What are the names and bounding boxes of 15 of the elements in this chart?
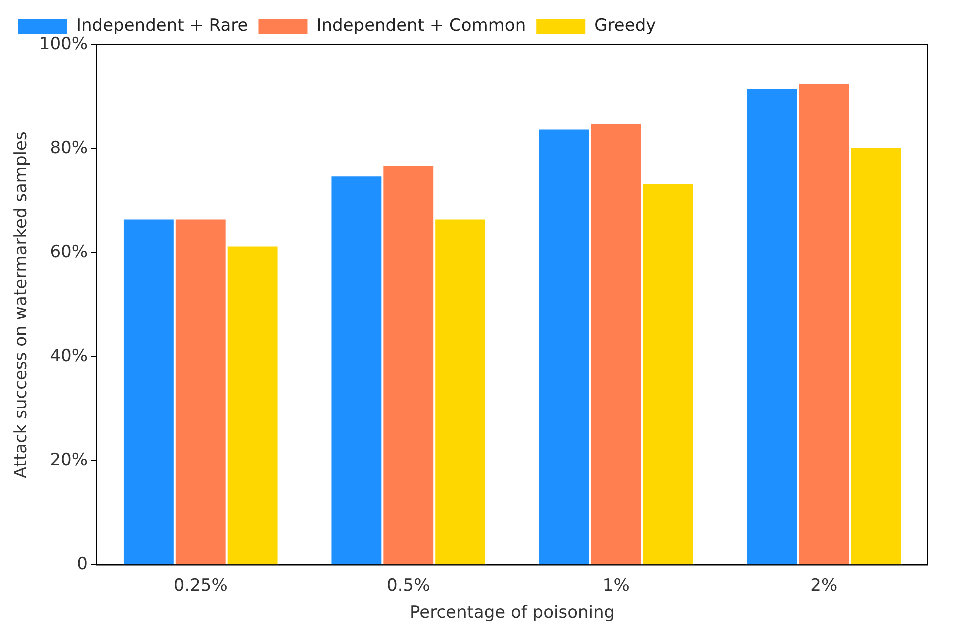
x-tick-label: 0.25% bbox=[174, 576, 228, 596]
legend-label: Independent + Common bbox=[316, 16, 526, 36]
x-axis-title: Percentage of poisoning bbox=[410, 603, 616, 624]
y-tick-label: 20% bbox=[50, 450, 88, 471]
legend-label: Independent + Rare bbox=[76, 16, 248, 36]
y-tick-label: 80% bbox=[50, 138, 88, 158]
x-tick-label: 1% bbox=[602, 576, 630, 596]
y-axis-title: Attack success on watermarked samples bbox=[12, 132, 32, 479]
y-tick-label: 100% bbox=[39, 34, 88, 54]
y-tick-label: 0 bbox=[77, 554, 88, 575]
y-tick-label: 60% bbox=[50, 242, 88, 262]
x-tick-label: 2% bbox=[810, 576, 838, 596]
legend-label: Greedy bbox=[594, 16, 656, 36]
x-tick-label: 0.5% bbox=[387, 576, 430, 596]
y-tick-label: 40% bbox=[50, 346, 88, 367]
